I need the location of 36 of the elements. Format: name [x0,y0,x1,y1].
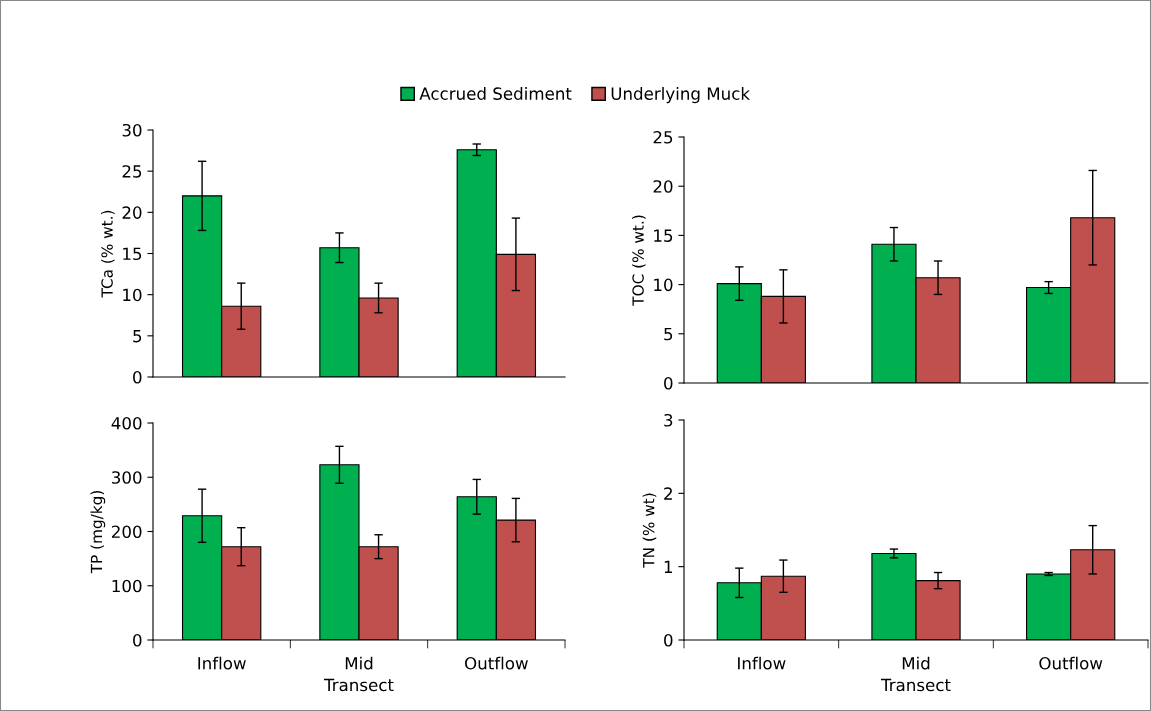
y-tick-label: 1 [664,560,673,573]
y-tick-label: 5 [664,327,673,341]
y-tick-label: 10 [123,288,142,302]
x-axis-title: Transect [323,678,394,692]
y-axis-title: TN (% wt) [642,493,657,568]
y-tick-label: 5 [133,330,142,343]
y-tick-label: 0 [133,633,142,647]
y-axis-title: TCa (% wt.) [101,210,115,298]
x-axis-title: Transect [880,678,951,692]
y-axis-title: TOC (% wt.) [632,215,646,306]
y-axis-title: TP (mg/kg) [90,491,106,574]
legend-label: Underlying Muck [611,87,750,104]
y-tick-label: 200 [111,525,142,539]
y-tick-label: 300 [112,471,142,484]
y-tick-label: 3 [664,413,673,427]
y-tick-label: 20 [653,180,673,193]
x-tick-label: Outflow [465,656,528,670]
y-tick-label: 0 [664,376,673,390]
y-tick-label: 30 [122,123,142,137]
x-tick-label: Inflow [738,656,786,670]
y-tick-label: 100 [112,579,142,593]
y-tick-label: 15 [123,247,142,261]
x-tick-label: Inflow [198,656,246,670]
x-tick-label: Outflow [1039,656,1103,670]
x-tick-label: Mid [345,656,373,670]
y-tick-label: 25 [122,165,142,178]
y-tick-label: 20 [122,206,142,219]
x-tick-label: Mid [902,656,930,670]
y-tick-label: 15 [654,229,673,242]
legend-label: Accrued Sediment [419,87,572,100]
y-tick-label: 10 [654,278,673,292]
y-tick-label: 2 [664,487,672,500]
y-tick-label: 25 [653,130,673,144]
y-tick-label: 400 [111,416,142,430]
y-tick-label: 0 [664,633,673,647]
y-tick-label: 0 [133,370,142,384]
